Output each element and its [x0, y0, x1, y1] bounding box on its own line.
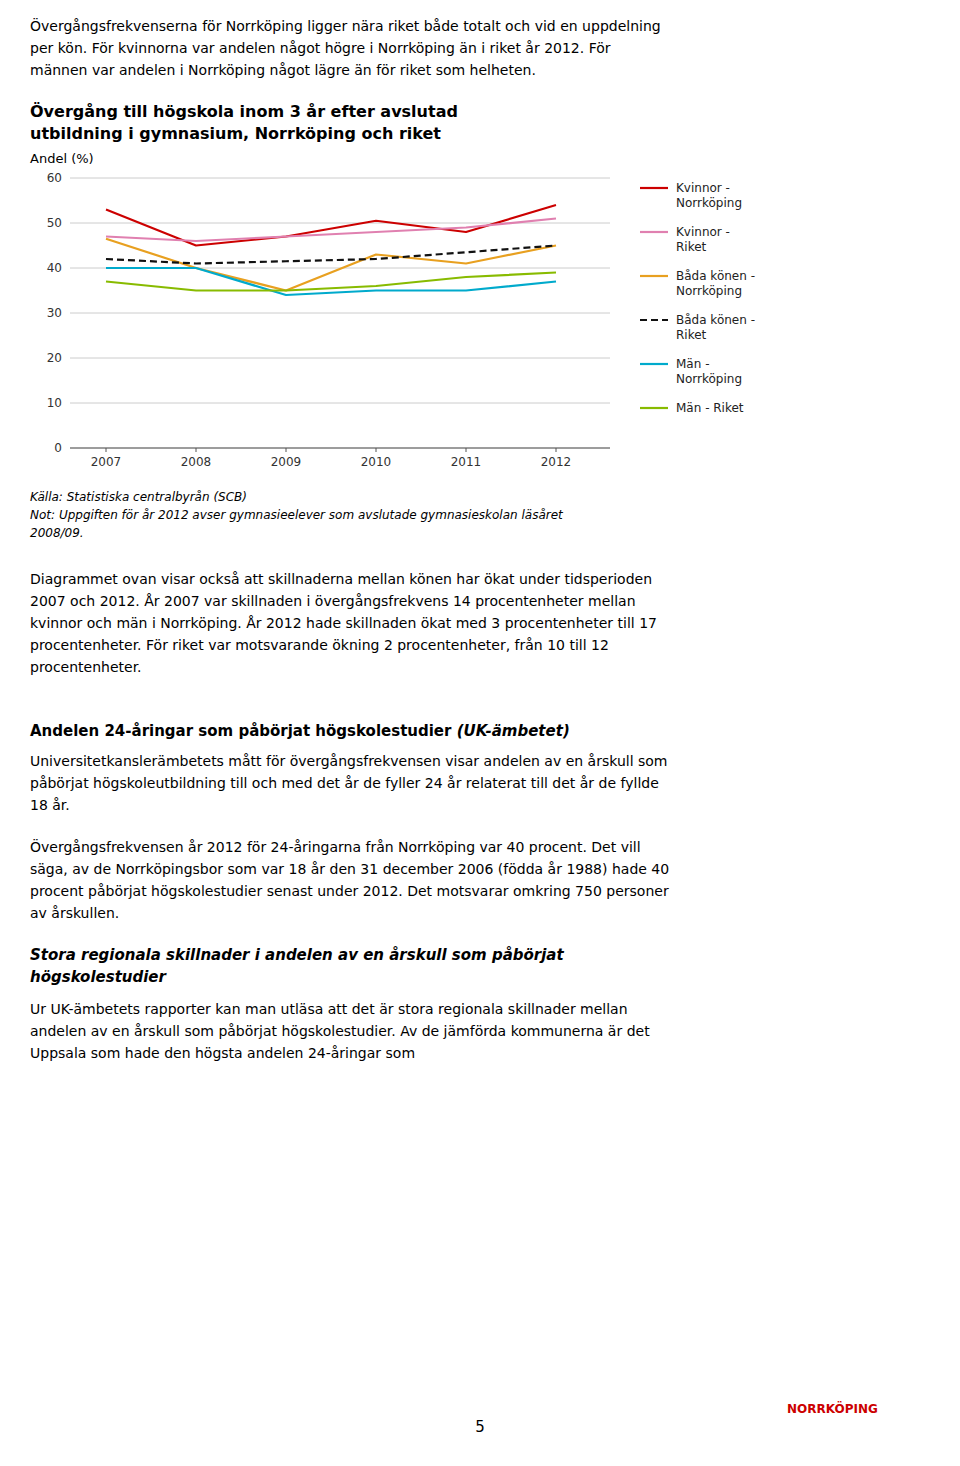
- paragraph: Ur UK-ämbetets rapporter kan man utläsa …: [30, 998, 670, 1064]
- series-line: [106, 239, 556, 291]
- x-axis-line: [70, 448, 610, 449]
- x-tick: [466, 448, 467, 452]
- series-line: [106, 246, 556, 264]
- y-axis: 0 10 20 30 40 50 60: [47, 171, 610, 455]
- x-tick: [106, 448, 107, 452]
- legend-label-line: Kvinnor -: [676, 225, 730, 239]
- legend-swatch: [640, 319, 668, 321]
- legend-swatch: [640, 231, 668, 233]
- legend-label-line: Båda könen -: [676, 313, 755, 327]
- legend-swatch: [640, 275, 668, 277]
- paragraph: Diagrammet ovan visar också att skillnad…: [30, 568, 670, 678]
- legend-swatch: [640, 407, 668, 409]
- paragraph: Universitetkanslerämbetets mått för över…: [30, 750, 670, 816]
- note: Not: Uppgiften för år 2012 avser gymnasi…: [30, 506, 730, 542]
- legend-label-line: Kvinnor -: [676, 181, 730, 195]
- legend-label-line: Riket: [676, 328, 707, 342]
- y-tick-label: 20: [47, 351, 62, 365]
- series-line: [106, 268, 556, 295]
- grid-line: [70, 178, 610, 179]
- legend-label-line: Riket: [676, 240, 707, 254]
- legend-label-line: Norrköping: [676, 372, 742, 386]
- x-tick-label: 2010: [361, 455, 392, 469]
- heading-text: Andelen 24-åringar som påbörjat högskole…: [30, 722, 457, 740]
- legend-label-line: Män - Riket: [676, 401, 744, 415]
- page-number: 5: [0, 1418, 960, 1436]
- grid-line: [70, 223, 610, 224]
- series-line: [106, 273, 556, 291]
- legend-label: Män - Riket: [676, 401, 744, 415]
- heading: Stora regionala skillnader i andelen av …: [30, 944, 670, 988]
- legend-label: Båda könen -Norrköping: [676, 269, 755, 298]
- y-tick-label: 10: [47, 396, 62, 410]
- x-tick-label: 2008: [181, 455, 212, 469]
- series-lines: [106, 205, 556, 295]
- legend-label: Kvinnor -Norrköping: [676, 181, 742, 210]
- x-tick: [556, 448, 557, 452]
- x-tick-label: 2009: [271, 455, 302, 469]
- chart: 0 10 20 30 40 50 60 2007 2008 2009 2010 2011 2012 Kvi…: [30, 166, 930, 486]
- chart-title: Övergång till högskola inom 3 år efter a…: [30, 101, 670, 145]
- legend-label-line: Båda könen -: [676, 269, 755, 283]
- x-tick-label: 2011: [451, 455, 482, 469]
- legend-label-line: Norrköping: [676, 284, 742, 298]
- grid-line: [70, 358, 610, 359]
- legend-label-line: Män -: [676, 357, 709, 371]
- y-tick-label: 60: [47, 171, 62, 185]
- heading: Andelen 24-åringar som påbörjat högskole…: [30, 722, 730, 740]
- x-axis: 2007 2008 2009 2010 2011 2012: [70, 448, 610, 469]
- y-tick-label: 50: [47, 216, 62, 230]
- legend-label: Båda könen -Riket: [676, 313, 755, 342]
- grid-line: [70, 403, 610, 404]
- x-tick: [286, 448, 287, 452]
- legend-label-line: Norrköping: [676, 196, 742, 210]
- x-tick-label: 2007: [91, 455, 122, 469]
- x-tick: [196, 448, 197, 452]
- legend-swatch: [640, 187, 668, 189]
- grid-line: [70, 448, 610, 449]
- logo: NORRKÖPING: [787, 1402, 878, 1416]
- legend-label: Kvinnor -Riket: [676, 225, 730, 254]
- series-line: [106, 219, 556, 242]
- y-tick-label: 30: [47, 306, 62, 320]
- x-tick-label: 2012: [541, 455, 572, 469]
- legend-swatch: [640, 363, 668, 365]
- y-axis-label: Andel (%): [30, 151, 930, 166]
- y-tick-label: 0: [54, 441, 62, 455]
- x-tick: [376, 448, 377, 452]
- paragraph: Övergångsfrekvenserna för Norrköping lig…: [30, 15, 670, 81]
- legend-label: Män -Norrköping: [676, 357, 742, 386]
- paragraph: Övergångsfrekvensen år 2012 för 24-åring…: [30, 836, 670, 924]
- grid-line: [70, 313, 610, 314]
- y-tick-label: 40: [47, 261, 62, 275]
- legend: Kvinnor -NorrköpingKvinnor -RiketBåda kö…: [640, 181, 755, 415]
- series-line: [106, 205, 556, 246]
- source: Källa: Statistiska centralbyrån (SCB): [30, 490, 930, 504]
- heading-text: (UK-ämbetet): [457, 722, 570, 740]
